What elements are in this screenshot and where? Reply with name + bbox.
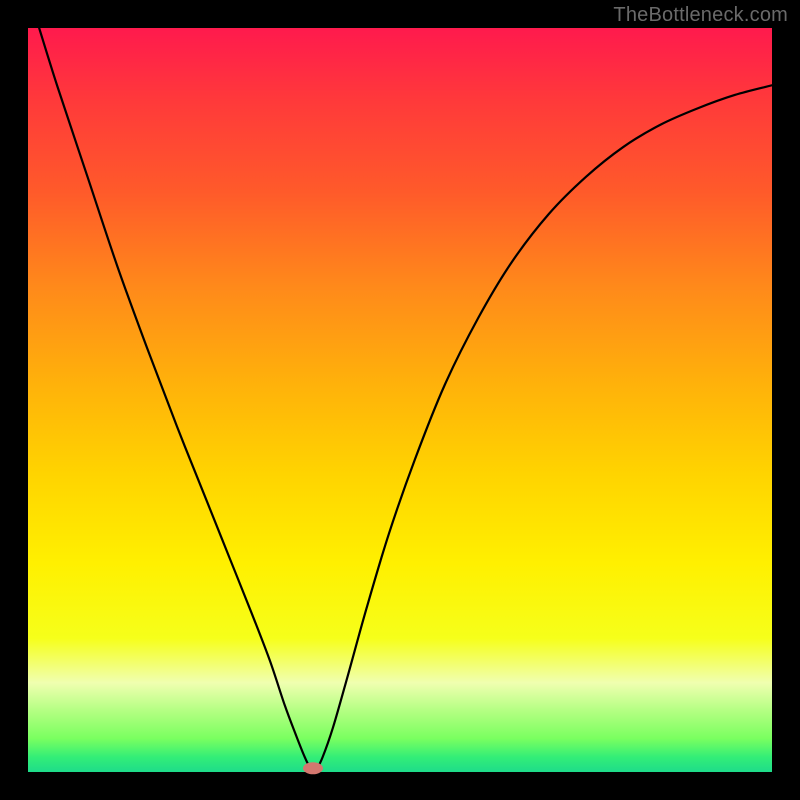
bottleneck-chart-svg — [0, 0, 800, 800]
plot-background — [28, 28, 772, 772]
optimal-point-marker — [303, 762, 323, 774]
